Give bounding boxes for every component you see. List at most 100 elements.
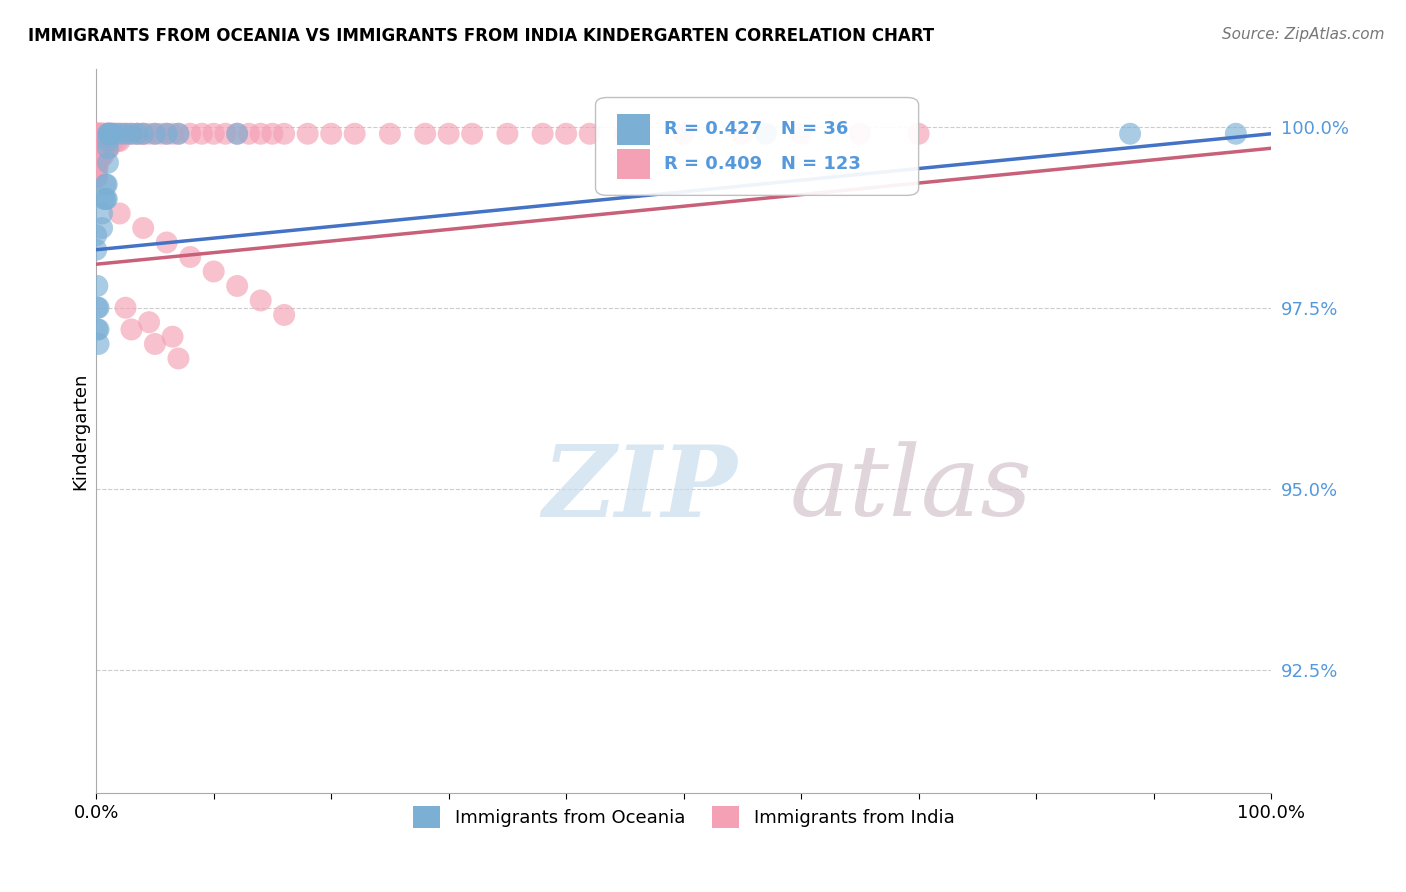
Point	[790, 127, 813, 141]
Point	[105, 127, 128, 141]
Point	[613, 127, 636, 141]
Point	[120, 127, 142, 141]
Point	[84, 127, 107, 141]
Point	[156, 127, 179, 141]
Point	[108, 127, 131, 141]
Point	[249, 293, 271, 308]
Point	[127, 127, 149, 141]
Point	[84, 228, 107, 243]
Point	[93, 192, 115, 206]
Point	[321, 127, 343, 141]
Point	[86, 322, 108, 336]
Text: ZIP: ZIP	[543, 441, 738, 537]
Point	[84, 127, 107, 141]
Point	[98, 127, 121, 141]
Point	[226, 279, 249, 293]
Point	[98, 127, 121, 141]
Point	[461, 127, 484, 141]
Point	[755, 127, 778, 141]
Point	[98, 134, 121, 148]
Point	[84, 127, 107, 141]
Point	[84, 170, 107, 185]
Point	[104, 127, 127, 141]
Legend: Immigrants from Oceania, Immigrants from India: Immigrants from Oceania, Immigrants from…	[406, 798, 962, 835]
Point	[86, 141, 108, 155]
Point	[97, 134, 120, 148]
Point	[89, 134, 111, 148]
Point	[94, 141, 117, 155]
Point	[84, 243, 107, 257]
Point	[273, 127, 295, 141]
Point	[167, 351, 190, 366]
Point	[94, 192, 117, 206]
Point	[555, 127, 578, 141]
Point	[86, 163, 108, 178]
Point	[84, 134, 107, 148]
Point	[156, 127, 179, 141]
Point	[98, 134, 121, 148]
Point	[89, 127, 111, 141]
Point	[731, 127, 754, 141]
Point	[98, 141, 121, 155]
Point	[179, 127, 201, 141]
Point	[108, 206, 131, 220]
Point	[249, 127, 271, 141]
Point	[98, 127, 121, 141]
Point	[84, 163, 107, 178]
FancyBboxPatch shape	[617, 149, 650, 179]
FancyBboxPatch shape	[617, 114, 650, 145]
Point	[97, 141, 120, 155]
Point	[202, 127, 225, 141]
Point	[91, 134, 114, 148]
Point	[1119, 127, 1142, 141]
Point	[214, 127, 236, 141]
Point	[108, 134, 131, 148]
Point	[97, 127, 120, 141]
Point	[578, 127, 600, 141]
Point	[127, 127, 149, 141]
Point	[87, 155, 110, 169]
Point	[87, 337, 110, 351]
Point	[91, 148, 114, 162]
Point	[162, 127, 184, 141]
Point	[120, 127, 142, 141]
Point	[91, 134, 114, 148]
Point	[202, 264, 225, 278]
Point	[91, 127, 114, 141]
Point	[132, 127, 155, 141]
Point	[84, 134, 107, 148]
Point	[262, 127, 284, 141]
Point	[1225, 127, 1247, 141]
Point	[87, 322, 110, 336]
Point	[138, 315, 160, 329]
Point	[86, 170, 108, 185]
Point	[86, 301, 108, 315]
Point	[97, 127, 120, 141]
Text: Source: ZipAtlas.com: Source: ZipAtlas.com	[1222, 27, 1385, 42]
Point	[114, 127, 136, 141]
Point	[94, 127, 117, 141]
Point	[91, 206, 114, 220]
Point	[91, 127, 114, 141]
Point	[138, 127, 160, 141]
Point	[93, 134, 115, 148]
Point	[87, 127, 110, 141]
Point	[86, 127, 108, 141]
Point	[96, 192, 118, 206]
Text: atlas: atlas	[789, 442, 1032, 537]
Point	[97, 127, 120, 141]
Point	[907, 127, 929, 141]
Point	[103, 127, 125, 141]
Point	[127, 127, 149, 141]
Point	[86, 127, 108, 141]
Point	[117, 127, 139, 141]
Point	[132, 221, 155, 235]
Point	[91, 148, 114, 162]
Point	[672, 127, 695, 141]
Point	[84, 155, 107, 169]
Point	[97, 141, 120, 155]
Point	[96, 134, 118, 148]
Point	[167, 127, 190, 141]
Point	[91, 141, 114, 155]
Point	[94, 134, 117, 148]
